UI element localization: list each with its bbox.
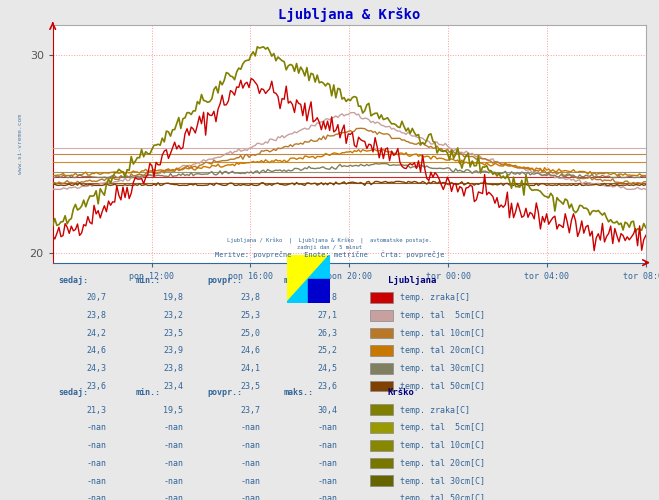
Text: 23,6: 23,6 [86,382,106,391]
Text: -nan: -nan [163,424,183,432]
Text: temp. tal 30cm[C]: temp. tal 30cm[C] [399,364,484,373]
Text: Krško: Krško [387,388,415,397]
Bar [370,422,393,433]
Text: temp. tal 10cm[C]: temp. tal 10cm[C] [399,441,484,450]
Bar [370,292,393,303]
Bar [370,404,393,415]
Text: -nan: -nan [241,459,260,468]
Title: Ljubljana & Krško: Ljubljana & Krško [278,8,420,22]
Text: 23,8: 23,8 [86,311,106,320]
Text: sedaj:: sedaj: [59,388,89,397]
Text: -nan: -nan [163,476,183,486]
Bar [370,458,393,468]
Text: temp. zraka[C]: temp. zraka[C] [399,406,470,414]
Text: temp. tal  5cm[C]: temp. tal 5cm[C] [399,424,484,432]
Text: Ljubljana / Krško  |  Ljubljana & Krško  |  avtomatske postaje.: Ljubljana / Krško | Ljubljana & Krško | … [227,238,432,244]
Text: zadnji dan / 5 minut: zadnji dan / 5 minut [297,245,362,250]
Text: temp. tal 10cm[C]: temp. tal 10cm[C] [399,329,484,338]
Text: 23,5: 23,5 [241,382,260,391]
Bar [308,279,330,302]
Text: 19,8: 19,8 [163,294,183,302]
Text: www.si-vreme.com: www.si-vreme.com [18,114,22,174]
Text: temp. tal 50cm[C]: temp. tal 50cm[C] [399,494,484,500]
Bar [370,328,393,338]
Text: 23,7: 23,7 [241,406,260,414]
Text: -nan: -nan [318,424,337,432]
Polygon shape [287,255,330,302]
Text: 23,8: 23,8 [163,364,183,373]
Text: -nan: -nan [318,494,337,500]
Bar [370,493,393,500]
Text: -nan: -nan [318,459,337,468]
Bar [370,380,393,392]
Text: povpr.:: povpr.: [207,388,242,397]
Text: 25,3: 25,3 [241,311,260,320]
Polygon shape [287,255,330,302]
Text: 24,6: 24,6 [241,346,260,356]
Text: -nan: -nan [241,494,260,500]
Text: 24,3: 24,3 [86,364,106,373]
Text: min.:: min.: [136,388,161,397]
Text: temp. tal 20cm[C]: temp. tal 20cm[C] [399,346,484,356]
Text: 24,2: 24,2 [86,329,106,338]
Text: 19,5: 19,5 [163,406,183,414]
Text: 28,8: 28,8 [318,294,337,302]
Text: -nan: -nan [241,476,260,486]
Bar [370,476,393,486]
Text: 23,9: 23,9 [163,346,183,356]
Text: temp. tal  5cm[C]: temp. tal 5cm[C] [399,311,484,320]
Text: -nan: -nan [86,494,106,500]
Text: temp. zraka[C]: temp. zraka[C] [399,294,470,302]
Text: 20,7: 20,7 [86,294,106,302]
Text: Meritve: povprečne   Enote: metrične   Črta: povprečje: Meritve: povprečne Enote: metrične Črta:… [215,250,444,258]
Text: -nan: -nan [318,476,337,486]
Text: Ljubljana: Ljubljana [387,276,436,284]
Text: temp. tal 20cm[C]: temp. tal 20cm[C] [399,459,484,468]
Text: temp. tal 30cm[C]: temp. tal 30cm[C] [399,476,484,486]
Text: -nan: -nan [241,424,260,432]
Text: sedaj:: sedaj: [59,276,89,284]
Text: 26,3: 26,3 [318,329,337,338]
Text: 25,2: 25,2 [318,346,337,356]
Bar [370,310,393,320]
Text: 25,0: 25,0 [241,329,260,338]
Text: -nan: -nan [163,494,183,500]
Text: -nan: -nan [163,441,183,450]
Bar [370,346,393,356]
Text: 23,5: 23,5 [163,329,183,338]
Text: 27,1: 27,1 [318,311,337,320]
Bar [370,440,393,450]
Text: povpr.:: povpr.: [207,276,242,284]
Text: -nan: -nan [318,441,337,450]
Text: 30,4: 30,4 [318,406,337,414]
Text: -nan: -nan [86,441,106,450]
Text: -nan: -nan [86,424,106,432]
Text: 24,5: 24,5 [318,364,337,373]
Text: -nan: -nan [86,476,106,486]
Text: 24,6: 24,6 [86,346,106,356]
Bar [370,363,393,374]
Text: -nan: -nan [163,459,183,468]
Text: temp. tal 50cm[C]: temp. tal 50cm[C] [399,382,484,391]
Text: 23,6: 23,6 [318,382,337,391]
Text: -nan: -nan [241,441,260,450]
Text: -nan: -nan [86,459,106,468]
Text: min.:: min.: [136,276,161,284]
Text: maks.:: maks.: [284,276,314,284]
Text: 23,8: 23,8 [241,294,260,302]
Text: maks.:: maks.: [284,388,314,397]
Text: 24,1: 24,1 [241,364,260,373]
Text: 21,3: 21,3 [86,406,106,414]
Text: 23,4: 23,4 [163,382,183,391]
Text: 23,2: 23,2 [163,311,183,320]
